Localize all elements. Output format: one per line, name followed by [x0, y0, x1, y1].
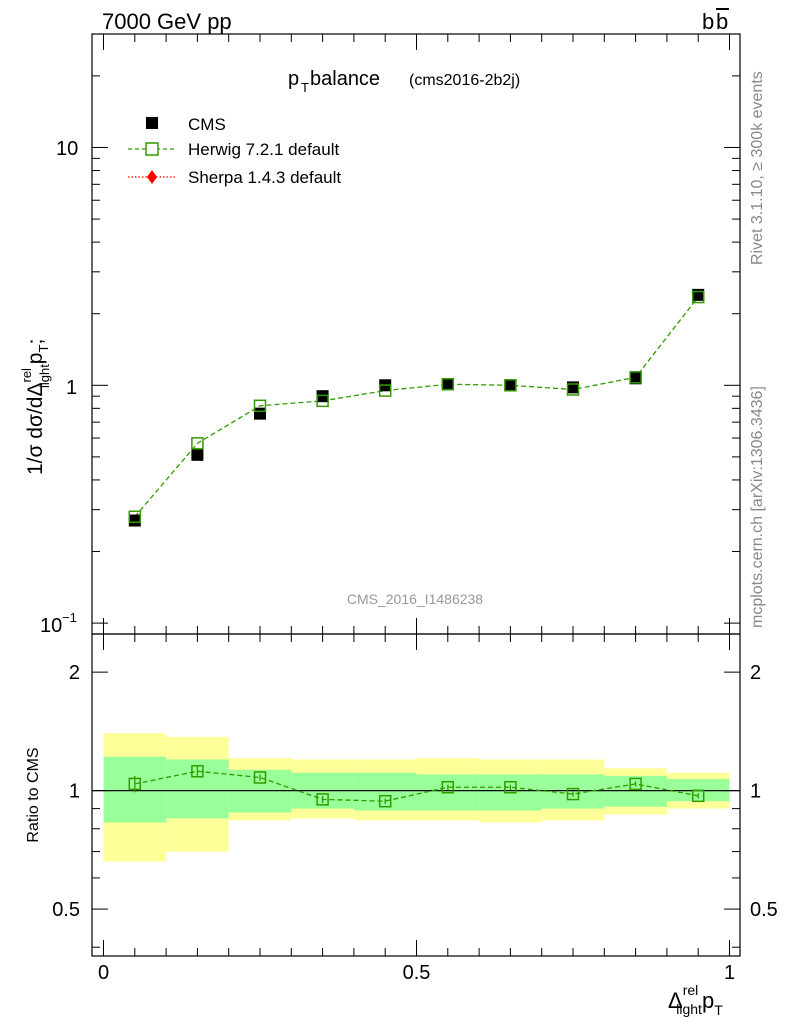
cms-point	[504, 379, 517, 392]
svg-text:Sherpa 1.4.3 default: Sherpa 1.4.3 default	[188, 168, 341, 187]
svg-text:p: p	[288, 68, 299, 90]
analysis-watermark: CMS_2016_I1486238	[347, 591, 483, 607]
svg-text:Herwig 7.2.1 default: Herwig 7.2.1 default	[188, 140, 339, 159]
herwig-ratio-point	[504, 780, 517, 794]
ytick-label-10: 10	[56, 138, 78, 160]
ytick-label-0.1: 10 −1	[40, 610, 77, 637]
legend-item-sherpa: Sherpa 1.4.3 default	[128, 168, 341, 187]
cms-point	[692, 288, 705, 301]
svg-text:balance: balance	[310, 68, 380, 90]
legend-marker-herwig	[145, 142, 159, 156]
svg-text:−1: −1	[62, 610, 77, 625]
stat-uncertainty-band	[604, 775, 667, 807]
cms-point	[128, 514, 141, 527]
ratio-series	[128, 764, 705, 808]
legend: CMS Herwig 7.2.1 default Sherpa 1.4.3 de…	[128, 115, 341, 187]
ratio-ytick-label-1: 1	[69, 781, 80, 803]
ratio-ytick-label-right-1: 1	[750, 781, 761, 803]
main-y-axis-label: 1/σ dσ/dΔrel lightpT;	[19, 339, 52, 475]
mcplots-label: mcplots.cern.ch [arXiv:1306.3436]	[749, 386, 766, 628]
legend-marker-sherpa	[147, 170, 157, 184]
energy-label: 7000 GeV pp	[102, 9, 232, 34]
herwig-point	[504, 379, 517, 392]
legend-item-cms: CMS	[146, 115, 226, 134]
stat-uncertainty-band	[353, 772, 417, 811]
svg-text:(cms2016-2b2j): (cms2016-2b2j)	[409, 72, 520, 89]
herwig-point	[629, 371, 642, 384]
ratio-ytick-label-0.5: 0.5	[52, 899, 80, 921]
herwig-ratio-point	[441, 780, 455, 794]
herwig-ratio-point	[316, 793, 329, 806]
herwig-line	[134, 296, 699, 518]
process-label: b b	[702, 8, 729, 34]
svg-text:CMS: CMS	[188, 115, 226, 134]
ratio-y-ticks	[92, 671, 740, 948]
xtick-label-0: 0	[98, 962, 109, 984]
x-axis-label: Δrel lightpT	[668, 982, 723, 1018]
herwig-point	[691, 290, 705, 304]
herwig-ratio-point	[566, 787, 580, 801]
ratio-y-tick-labels-left: 0.5 1 2	[52, 662, 80, 921]
legend-marker-cms	[146, 117, 158, 129]
herwig-ratio-point	[128, 777, 142, 791]
ratio-ytick-label-right-2: 2	[750, 662, 761, 684]
main-x-ticks	[103, 34, 730, 634]
herwig-ratio-point	[378, 794, 392, 808]
cms-point	[316, 390, 329, 403]
main-y-ticks	[92, 33, 740, 624]
rivet-label: Rivet 3.1.10, ≥ 300k events	[749, 71, 766, 265]
herwig-ratio-point	[629, 777, 642, 791]
ytick-label-1: 1	[66, 377, 77, 399]
legend-item-herwig: Herwig 7.2.1 default	[128, 140, 339, 159]
herwig-point	[441, 378, 455, 391]
svg-text:b: b	[716, 9, 728, 34]
main-series	[128, 288, 705, 527]
cms-point	[191, 448, 204, 461]
herwig-ratio-point	[691, 789, 705, 803]
svg-text:T: T	[301, 80, 309, 95]
herwig-point	[191, 437, 204, 450]
herwig-point	[253, 399, 267, 413]
herwig-point	[128, 510, 142, 524]
cms-point	[567, 381, 579, 394]
herwig-ratio-point	[253, 771, 267, 784]
cms-point	[441, 378, 454, 391]
plot-title: p T balance (cms2016-2b2j)	[288, 68, 520, 95]
ratio-ytick-label-right-0.5: 0.5	[750, 899, 778, 921]
x-tick-labels: 0 0.5 1	[98, 962, 735, 984]
herwig-point	[378, 384, 392, 397]
ratio-ytick-label-2: 2	[69, 662, 80, 684]
herwig-ratio-point	[191, 764, 204, 778]
svg-text:10: 10	[40, 615, 62, 637]
ratio-y-tick-labels-right: 0.5 1 2	[750, 662, 778, 921]
ratio-y-axis-label: Ratio to CMS	[25, 747, 42, 842]
xtick-label-1: 1	[724, 962, 735, 984]
cms-point	[254, 407, 266, 420]
cms-point	[629, 372, 642, 385]
herwig-point	[566, 383, 580, 396]
main-y-tick-labels: 10 −1 1 10	[40, 138, 78, 637]
svg-text:b: b	[702, 9, 714, 34]
herwig-point	[316, 394, 329, 408]
xtick-label-0.5: 0.5	[403, 962, 431, 984]
x-ticks	[103, 634, 730, 956]
ratio-bands	[103, 733, 730, 862]
